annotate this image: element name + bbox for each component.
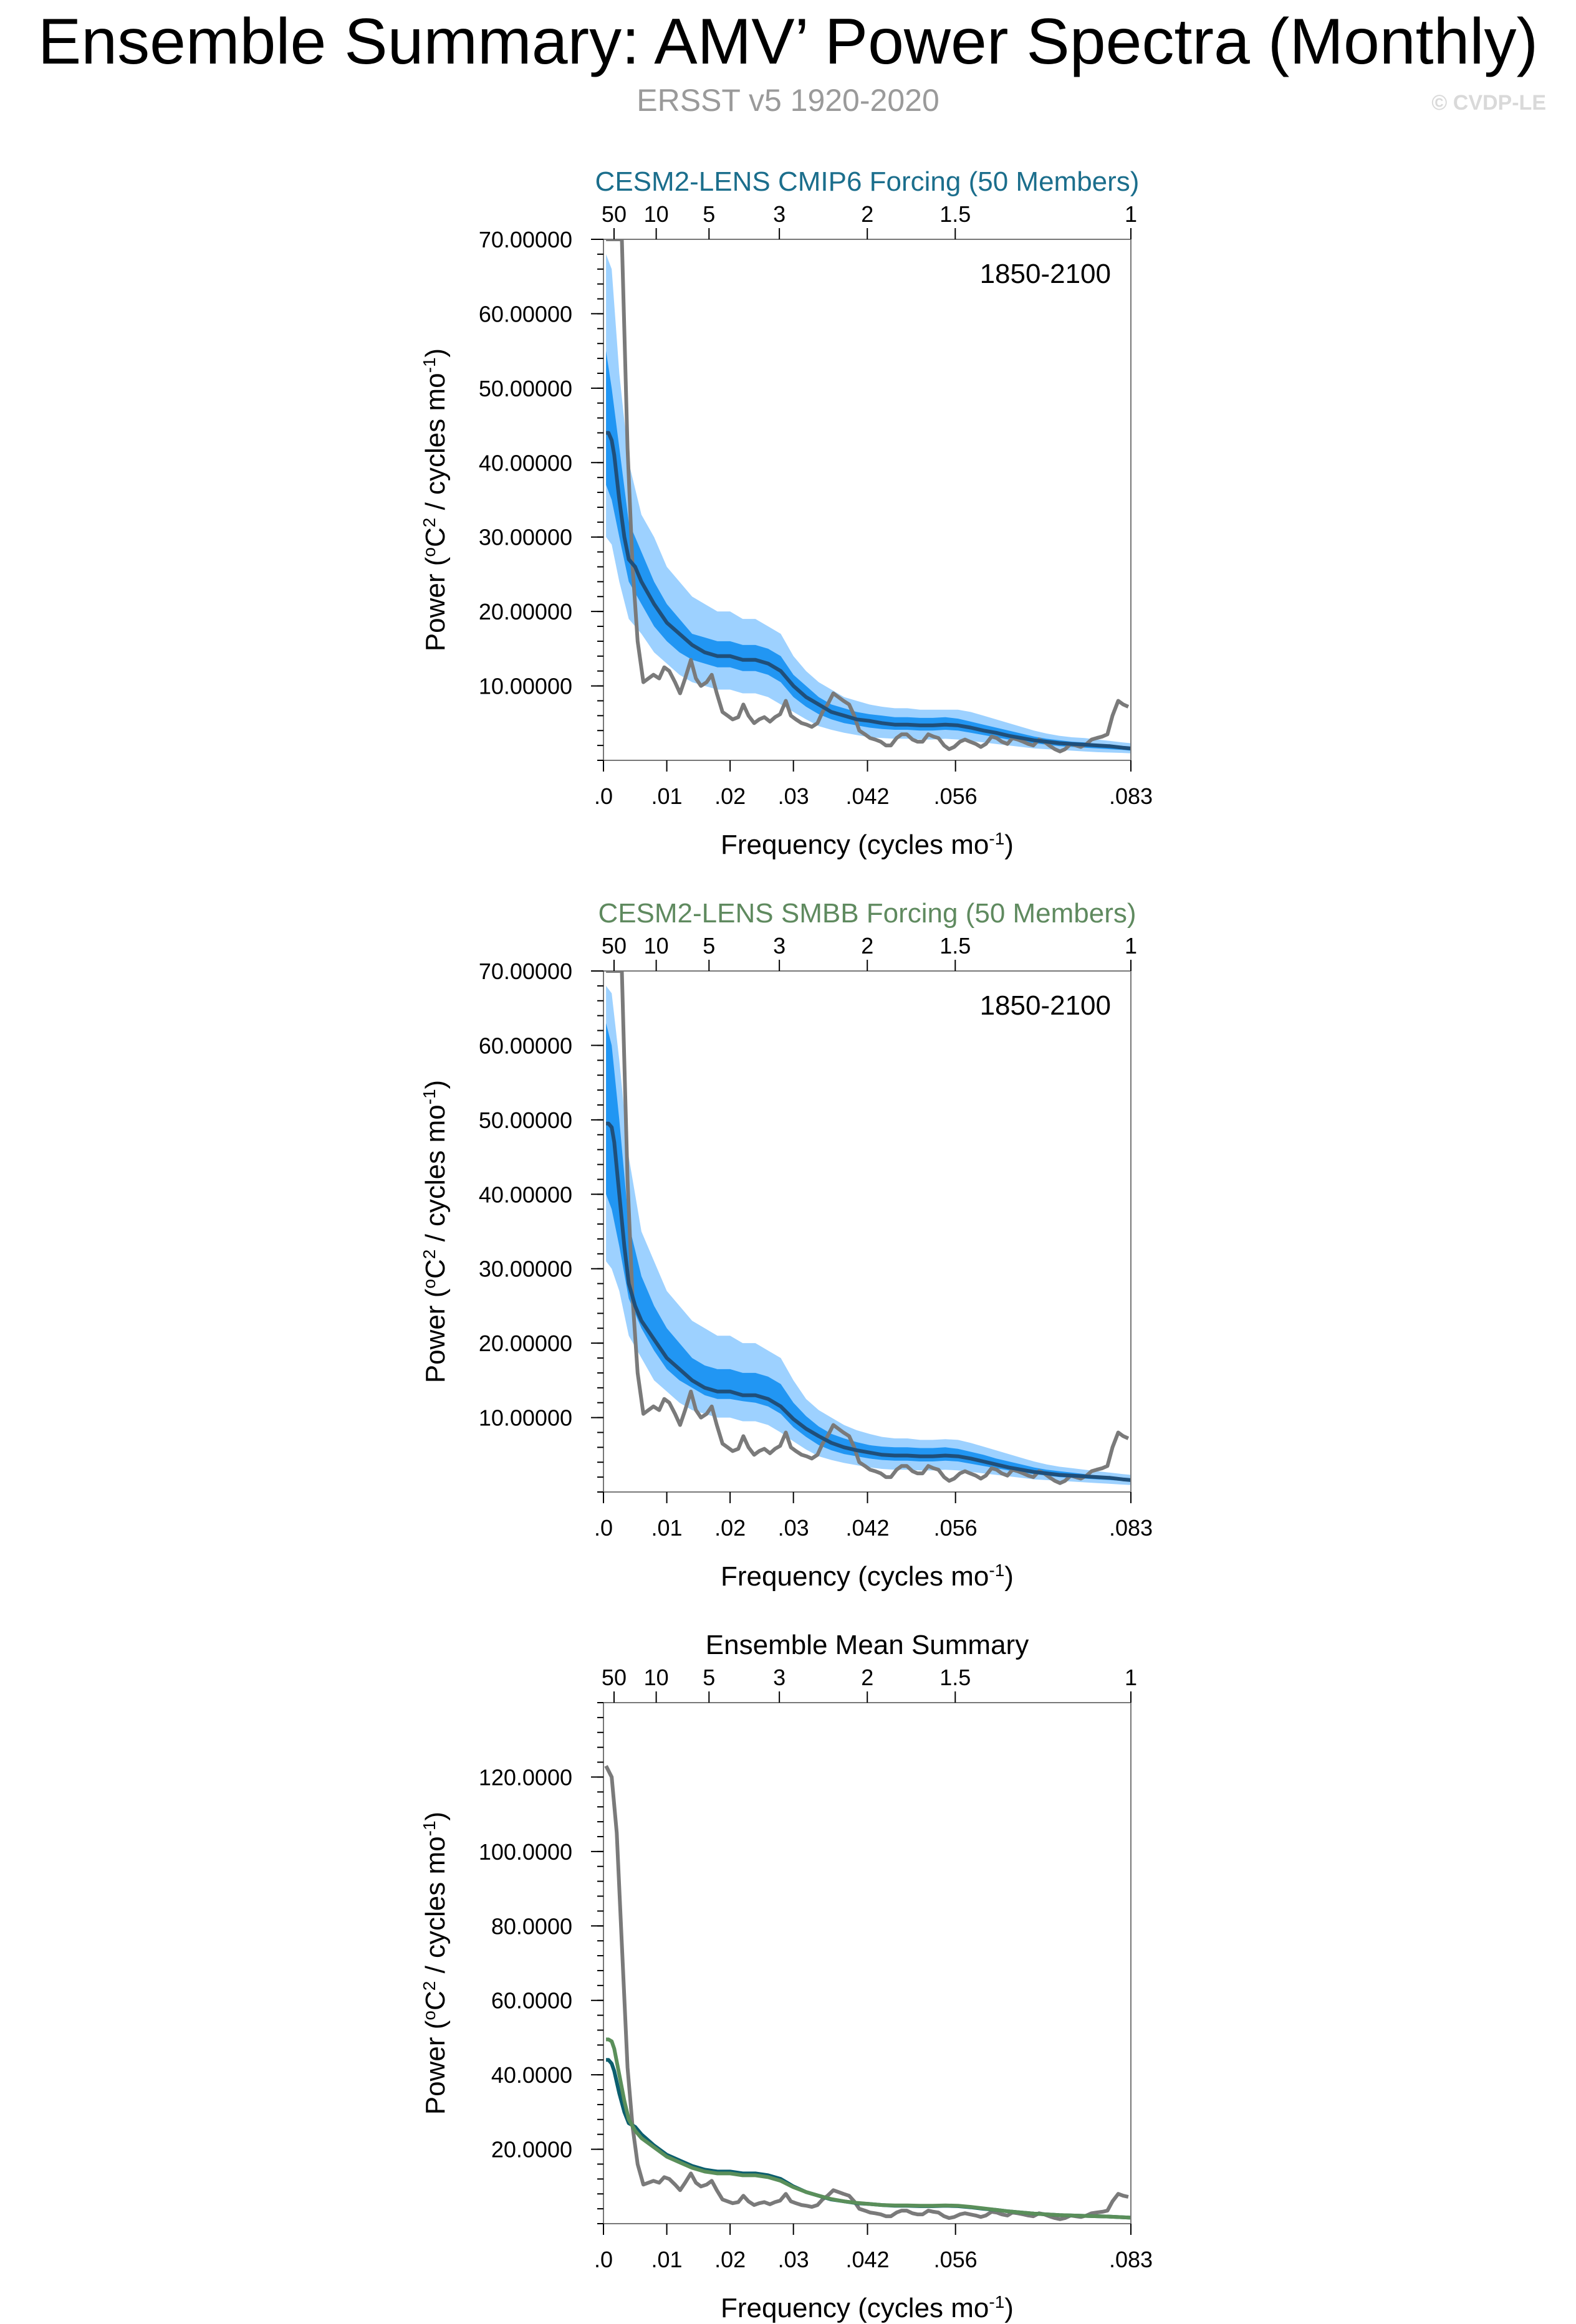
x-tick-label: .042 [845,783,889,809]
y-tick-label: 20.0000 [491,2137,572,2163]
panel-title: CESM2-LENS SMBB Forcing (50 Members) [598,898,1136,929]
top-tick-label: 50 [602,1665,627,1690]
panel-smbb: 10.00000 20.00000 30.00000 40.00000 50.00000… [420,898,1153,1592]
y-tick-label: 20.00000 [479,599,572,624]
panel-title: CESM2-LENS CMIP6 Forcing (50 Members) [595,166,1140,197]
y-tick-label: 30.00000 [479,525,572,550]
smbb-mean-line [606,2037,1131,2220]
x-tick-label: .083 [1109,2247,1153,2272]
x-tick-label: .03 [778,2247,809,2272]
top-tick-label: 10 [644,201,669,227]
x-tick-label: .02 [714,2247,746,2272]
plot-area [606,239,1131,753]
top-tick-label: 10 [644,933,669,959]
x-tick-label: .01 [651,1515,683,1541]
top-tick-label: 3 [773,1665,786,1690]
y-tick-label: 40.00000 [479,450,572,476]
y-tick-label: 10.00000 [479,1405,572,1431]
y-tick-label: 70.00000 [479,227,572,252]
spread-band-outer [606,254,1131,753]
top-tick-label: 5 [703,1665,715,1690]
obs-line [604,1765,1129,2221]
y-tick-label: 50.00000 [479,376,572,401]
x-axis-label: Frequency (cycles mo-1) [721,1561,1014,1592]
x-tick-label: .056 [934,783,978,809]
y-tick-label: 10.00000 [479,674,572,699]
panel-title: Ensemble Mean Summary [706,1630,1029,1660]
y-tick-label: 50.00000 [479,1107,572,1133]
x-tick-label: .03 [778,1515,809,1541]
x-tick-label: .03 [778,783,809,809]
top-tick-label: 1.5 [939,1665,971,1690]
y-tick-label: 40.00000 [479,1182,572,1207]
x-tick-label: .0 [594,783,613,809]
x-axis-label: Frequency (cycles mo-1) [721,829,1014,861]
top-tick-label: 5 [703,933,715,959]
panel-mean: 20.0000 40.0000 60.0000 80.0000 100.0000 120.… [420,1630,1153,2323]
x-tick-label: .0 [594,2247,613,2272]
top-tick-label: 3 [773,201,786,227]
top-tick-label: 2 [861,201,873,227]
top-tick-label: 10 [644,1665,669,1690]
y-tick-label: 20.00000 [479,1331,572,1356]
x-tick-label: .01 [651,2247,683,2272]
obs-line [606,239,1130,753]
y-tick-label: 60.00000 [479,1033,572,1058]
y-tick-label: 100.0000 [479,1839,572,1865]
y-tick-label: 70.00000 [479,959,572,984]
y-tick-label: 60.0000 [491,1988,572,2014]
top-tick-label: 1.5 [939,201,971,227]
x-tick-label: .042 [845,2247,889,2272]
x-axis-label: Frequency (cycles mo-1) [721,2292,1014,2324]
plot-frame [603,1702,1132,2224]
obs-line [606,971,1130,1485]
ensemble-mean-line [606,431,1131,750]
y-axis-label: Power (oC2 / cycles mo-1) [420,1812,451,2115]
cmip6-mean-line [606,2058,1131,2220]
spread-band-inner [606,351,1131,751]
spread-band-outer [606,985,1131,1485]
top-tick-label: 3 [773,933,786,959]
top-tick-label: 1 [1125,933,1137,959]
y-tick-label: 80.0000 [491,1913,572,1939]
x-tick-label: .083 [1109,783,1153,809]
top-tick-label: 50 [602,933,627,959]
plot-area [604,1765,1131,2221]
top-tick-label: 1 [1125,1665,1137,1690]
x-tick-label: .02 [714,783,746,809]
figure-title: Ensemble Summary: AMV’ Power Spectra (Mo… [38,6,1538,78]
y-tick-label: 60.00000 [479,301,572,327]
x-tick-label: .056 [934,2247,978,2272]
figure-subtitle: ERSST v5 1920-2020 [637,83,939,118]
plot-area [606,971,1131,1485]
y-tick-label: 40.0000 [491,2062,572,2088]
x-tick-label: .0 [594,1515,613,1541]
top-tick-label: 5 [703,201,715,227]
x-tick-label: .02 [714,1515,746,1541]
x-tick-label: .042 [845,1515,889,1541]
period-annotation: 1850-2100 [980,259,1111,289]
credit-label: © CVDP-LE [1431,91,1546,115]
x-tick-label: .01 [651,783,683,809]
period-annotation: 1850-2100 [980,990,1111,1021]
top-tick-label: 50 [602,201,627,227]
y-axis-label: Power (oC2 / cycles mo-1) [420,348,451,651]
y-axis-label: Power (oC2 / cycles mo-1) [420,1080,451,1383]
top-tick-label: 1.5 [939,933,971,959]
x-tick-label: .056 [934,1515,978,1541]
y-tick-label: 120.0000 [479,1764,572,1790]
ensemble-mean-line [606,1121,1131,1482]
panel-cmip6: 10.00000 20.00000 30.00000 40.00000 50.00000… [420,166,1153,860]
top-tick-label: 2 [861,1665,873,1690]
top-tick-label: 1 [1125,201,1137,227]
top-tick-label: 2 [861,933,873,959]
x-tick-label: .083 [1109,1515,1153,1541]
y-tick-label: 30.00000 [479,1256,572,1282]
